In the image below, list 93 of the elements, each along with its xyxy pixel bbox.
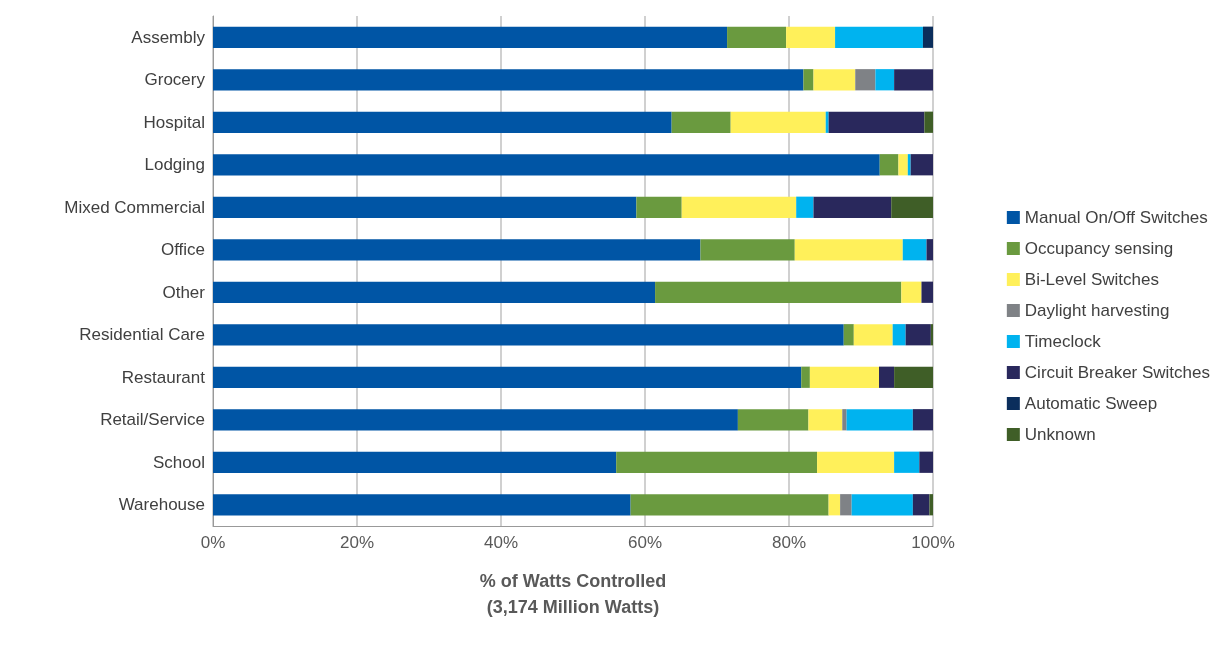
x-tick-label: 80% bbox=[771, 533, 807, 552]
bar bbox=[730, 111, 826, 133]
bar bbox=[813, 196, 892, 218]
bar bbox=[926, 239, 933, 261]
legend-label: Manual On/Off Switches bbox=[1024, 208, 1208, 227]
legend-label: Automatic Sweep bbox=[1024, 394, 1158, 413]
y-tick-label: Grocery bbox=[144, 70, 206, 90]
bar bbox=[892, 324, 906, 346]
bar bbox=[213, 366, 802, 388]
bar bbox=[825, 111, 829, 133]
bar bbox=[213, 196, 637, 218]
bar bbox=[840, 494, 852, 516]
bar bbox=[853, 324, 893, 346]
x-tick-label: 40% bbox=[483, 533, 519, 552]
bar bbox=[808, 409, 843, 431]
bar bbox=[700, 239, 795, 261]
bar bbox=[891, 196, 933, 218]
legend-label: Timeclock bbox=[1024, 332, 1102, 351]
bar bbox=[213, 111, 672, 133]
bar bbox=[213, 409, 738, 431]
y-tick-label: Lodging bbox=[144, 155, 205, 175]
bar bbox=[875, 69, 895, 91]
x-axis-title: % of Watts Controlled (3,174 Million Watts) bbox=[479, 571, 667, 617]
bar bbox=[213, 281, 656, 303]
bar bbox=[851, 494, 913, 516]
bar bbox=[630, 494, 829, 516]
bar bbox=[901, 281, 922, 303]
bar bbox=[919, 451, 933, 473]
y-tick-label: Residential Care bbox=[79, 325, 205, 345]
legend-label: Daylight harvesting bbox=[1024, 301, 1170, 320]
y-tick-label: Restaurant bbox=[121, 367, 206, 387]
bar bbox=[879, 154, 899, 176]
x-tick-label: 0% bbox=[200, 533, 226, 552]
bar bbox=[616, 451, 818, 473]
bar bbox=[828, 111, 925, 133]
legend-label: Bi-Level Switches bbox=[1024, 270, 1160, 289]
bar bbox=[803, 69, 814, 91]
bar bbox=[213, 26, 728, 48]
bar bbox=[902, 239, 927, 261]
bar bbox=[842, 409, 847, 431]
bar bbox=[922, 26, 933, 48]
y-tick-label: Retail/Service bbox=[100, 410, 205, 430]
legend-label: Circuit Breaker Switches bbox=[1024, 363, 1211, 382]
x-tick-label: 20% bbox=[339, 533, 375, 552]
bar bbox=[727, 26, 787, 48]
bar bbox=[809, 366, 879, 388]
bar bbox=[213, 154, 880, 176]
y-tick-label: School bbox=[153, 452, 205, 472]
y-tick-label: Mixed Commercial bbox=[64, 197, 205, 217]
bar bbox=[929, 494, 933, 516]
bar bbox=[894, 451, 920, 473]
x-tick-label: 100% bbox=[911, 533, 955, 552]
bar bbox=[671, 111, 731, 133]
bar bbox=[213, 451, 617, 473]
bar bbox=[855, 69, 876, 91]
x-tick-label: 60% bbox=[627, 533, 663, 552]
y-tick-label: Office bbox=[160, 240, 205, 260]
bar bbox=[924, 111, 933, 133]
bar bbox=[843, 324, 854, 346]
legend-label: Unknown bbox=[1024, 425, 1096, 444]
bar bbox=[894, 69, 933, 91]
bar bbox=[636, 196, 682, 218]
bar bbox=[905, 324, 931, 346]
bar bbox=[213, 69, 804, 91]
bar bbox=[846, 409, 913, 431]
bar bbox=[912, 494, 930, 516]
bar bbox=[879, 366, 895, 388]
bar bbox=[213, 324, 844, 346]
bar bbox=[912, 409, 933, 431]
y-tick-label: Warehouse bbox=[118, 495, 205, 515]
bar bbox=[796, 196, 814, 218]
bar bbox=[817, 451, 895, 473]
bar bbox=[898, 154, 908, 176]
bar bbox=[213, 494, 631, 516]
bar bbox=[907, 154, 911, 176]
bar bbox=[930, 324, 933, 346]
bar bbox=[786, 26, 836, 48]
bar bbox=[828, 494, 841, 516]
bar bbox=[921, 281, 933, 303]
bar bbox=[213, 239, 701, 261]
bar bbox=[794, 239, 903, 261]
bar bbox=[737, 409, 809, 431]
y-tick-label: Hospital bbox=[143, 112, 205, 132]
bar bbox=[910, 154, 933, 176]
bar bbox=[894, 366, 933, 388]
bar bbox=[681, 196, 797, 218]
y-tick-label: Assembly bbox=[131, 27, 206, 47]
bar bbox=[801, 366, 810, 388]
bar bbox=[655, 281, 902, 303]
y-tick-label: Other bbox=[162, 282, 206, 302]
bar bbox=[813, 69, 856, 91]
legend-label: Occupancy sensing bbox=[1024, 239, 1174, 258]
bar bbox=[835, 26, 923, 48]
